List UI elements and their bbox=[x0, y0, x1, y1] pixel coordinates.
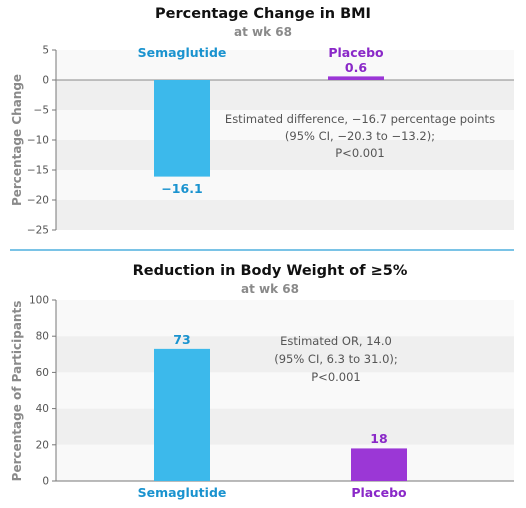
bmi-grid-bands bbox=[56, 50, 514, 230]
bmi-placebo-value-label: 0.6 bbox=[345, 60, 367, 75]
weight-bars bbox=[154, 348, 407, 481]
bmi-annotation-line-1: Estimated difference, −16.7 percentage p… bbox=[225, 112, 495, 126]
bmi-y-tick-label: −20 bbox=[27, 195, 49, 207]
bmi-y-tick-label: −5 bbox=[34, 105, 49, 117]
weight-chart-title: Reduction in Body Weight of ≥5% bbox=[133, 263, 408, 279]
weight-grid-band bbox=[56, 336, 514, 373]
weight-semaglutide-category-label: Semaglutide bbox=[138, 485, 227, 500]
weight-y-tick-label: 80 bbox=[36, 331, 49, 343]
weight-bar-semaglutide bbox=[154, 348, 210, 481]
bmi-bar-semaglutide bbox=[154, 80, 210, 177]
bmi-y-tick-label: −10 bbox=[27, 135, 49, 147]
weight-grid-band bbox=[56, 300, 514, 337]
bmi-chart: Percentage Change in BMI at wk 68 Percen… bbox=[10, 6, 514, 237]
weight-grid-bands bbox=[56, 300, 514, 481]
weight-annotation-line-2: (95% CI, 6.3 to 31.0); bbox=[274, 352, 398, 366]
bmi-bar-placebo bbox=[328, 76, 384, 80]
bmi-y-axis-label: Percentage Change bbox=[10, 74, 24, 206]
weight-placebo-category-label: Placebo bbox=[351, 485, 407, 500]
weight-grid-band bbox=[56, 408, 514, 445]
weight-y-axis-label: Percentage of Participants bbox=[10, 301, 24, 482]
bmi-chart-subtitle: at wk 68 bbox=[234, 25, 292, 39]
weight-grid-band bbox=[56, 444, 514, 481]
bmi-placebo-label: Placebo bbox=[328, 45, 384, 60]
weight-y-tick-label: 100 bbox=[29, 295, 49, 307]
weight-bar-placebo bbox=[351, 448, 407, 481]
bmi-chart-title: Percentage Change in BMI bbox=[155, 6, 371, 22]
bmi-grid-band bbox=[56, 80, 514, 110]
bmi-bars bbox=[154, 76, 384, 177]
weight-semaglutide-value-label: 73 bbox=[173, 332, 190, 347]
bmi-y-tick-label: −25 bbox=[27, 225, 49, 237]
bmi-grid-band bbox=[56, 50, 514, 80]
bmi-grid-band bbox=[56, 170, 514, 200]
weight-y-tick-label: 60 bbox=[36, 367, 49, 379]
weight-y-tick-label: 0 bbox=[42, 476, 49, 488]
bmi-y-tick-label: −15 bbox=[27, 165, 49, 177]
weight-chart-subtitle: at wk 68 bbox=[241, 282, 299, 296]
bmi-grid-band bbox=[56, 140, 514, 170]
weight-y-axis: 100 80 60 40 20 0 bbox=[29, 295, 514, 488]
weight-annotation-line-1: Estimated OR, 14.0 bbox=[280, 334, 392, 348]
bmi-grid-band bbox=[56, 110, 514, 140]
weight-chart: Reduction in Body Weight of ≥5% at wk 68… bbox=[10, 263, 514, 500]
weight-y-tick-label: 40 bbox=[36, 403, 49, 415]
bmi-grid-band bbox=[56, 200, 514, 230]
bmi-annotation-line-2: (95% CI, −20.3 to −13.2); bbox=[285, 129, 435, 143]
bmi-y-axis: 5 0 −5 −10 −15 −20 −25 bbox=[27, 45, 514, 237]
bmi-semaglutide-value-label: −16.1 bbox=[161, 181, 202, 196]
weight-placebo-value-label: 18 bbox=[370, 431, 387, 446]
weight-y-tick-label: 20 bbox=[36, 439, 49, 451]
bmi-annotation-line-3: P<0.001 bbox=[335, 146, 385, 160]
bmi-y-tick-label: 0 bbox=[42, 75, 49, 87]
weight-grid-band bbox=[56, 372, 514, 409]
bmi-semaglutide-label: Semaglutide bbox=[138, 45, 227, 60]
weight-annotation-line-3: P<0.001 bbox=[311, 370, 361, 384]
bmi-y-tick-label: 5 bbox=[42, 45, 49, 57]
